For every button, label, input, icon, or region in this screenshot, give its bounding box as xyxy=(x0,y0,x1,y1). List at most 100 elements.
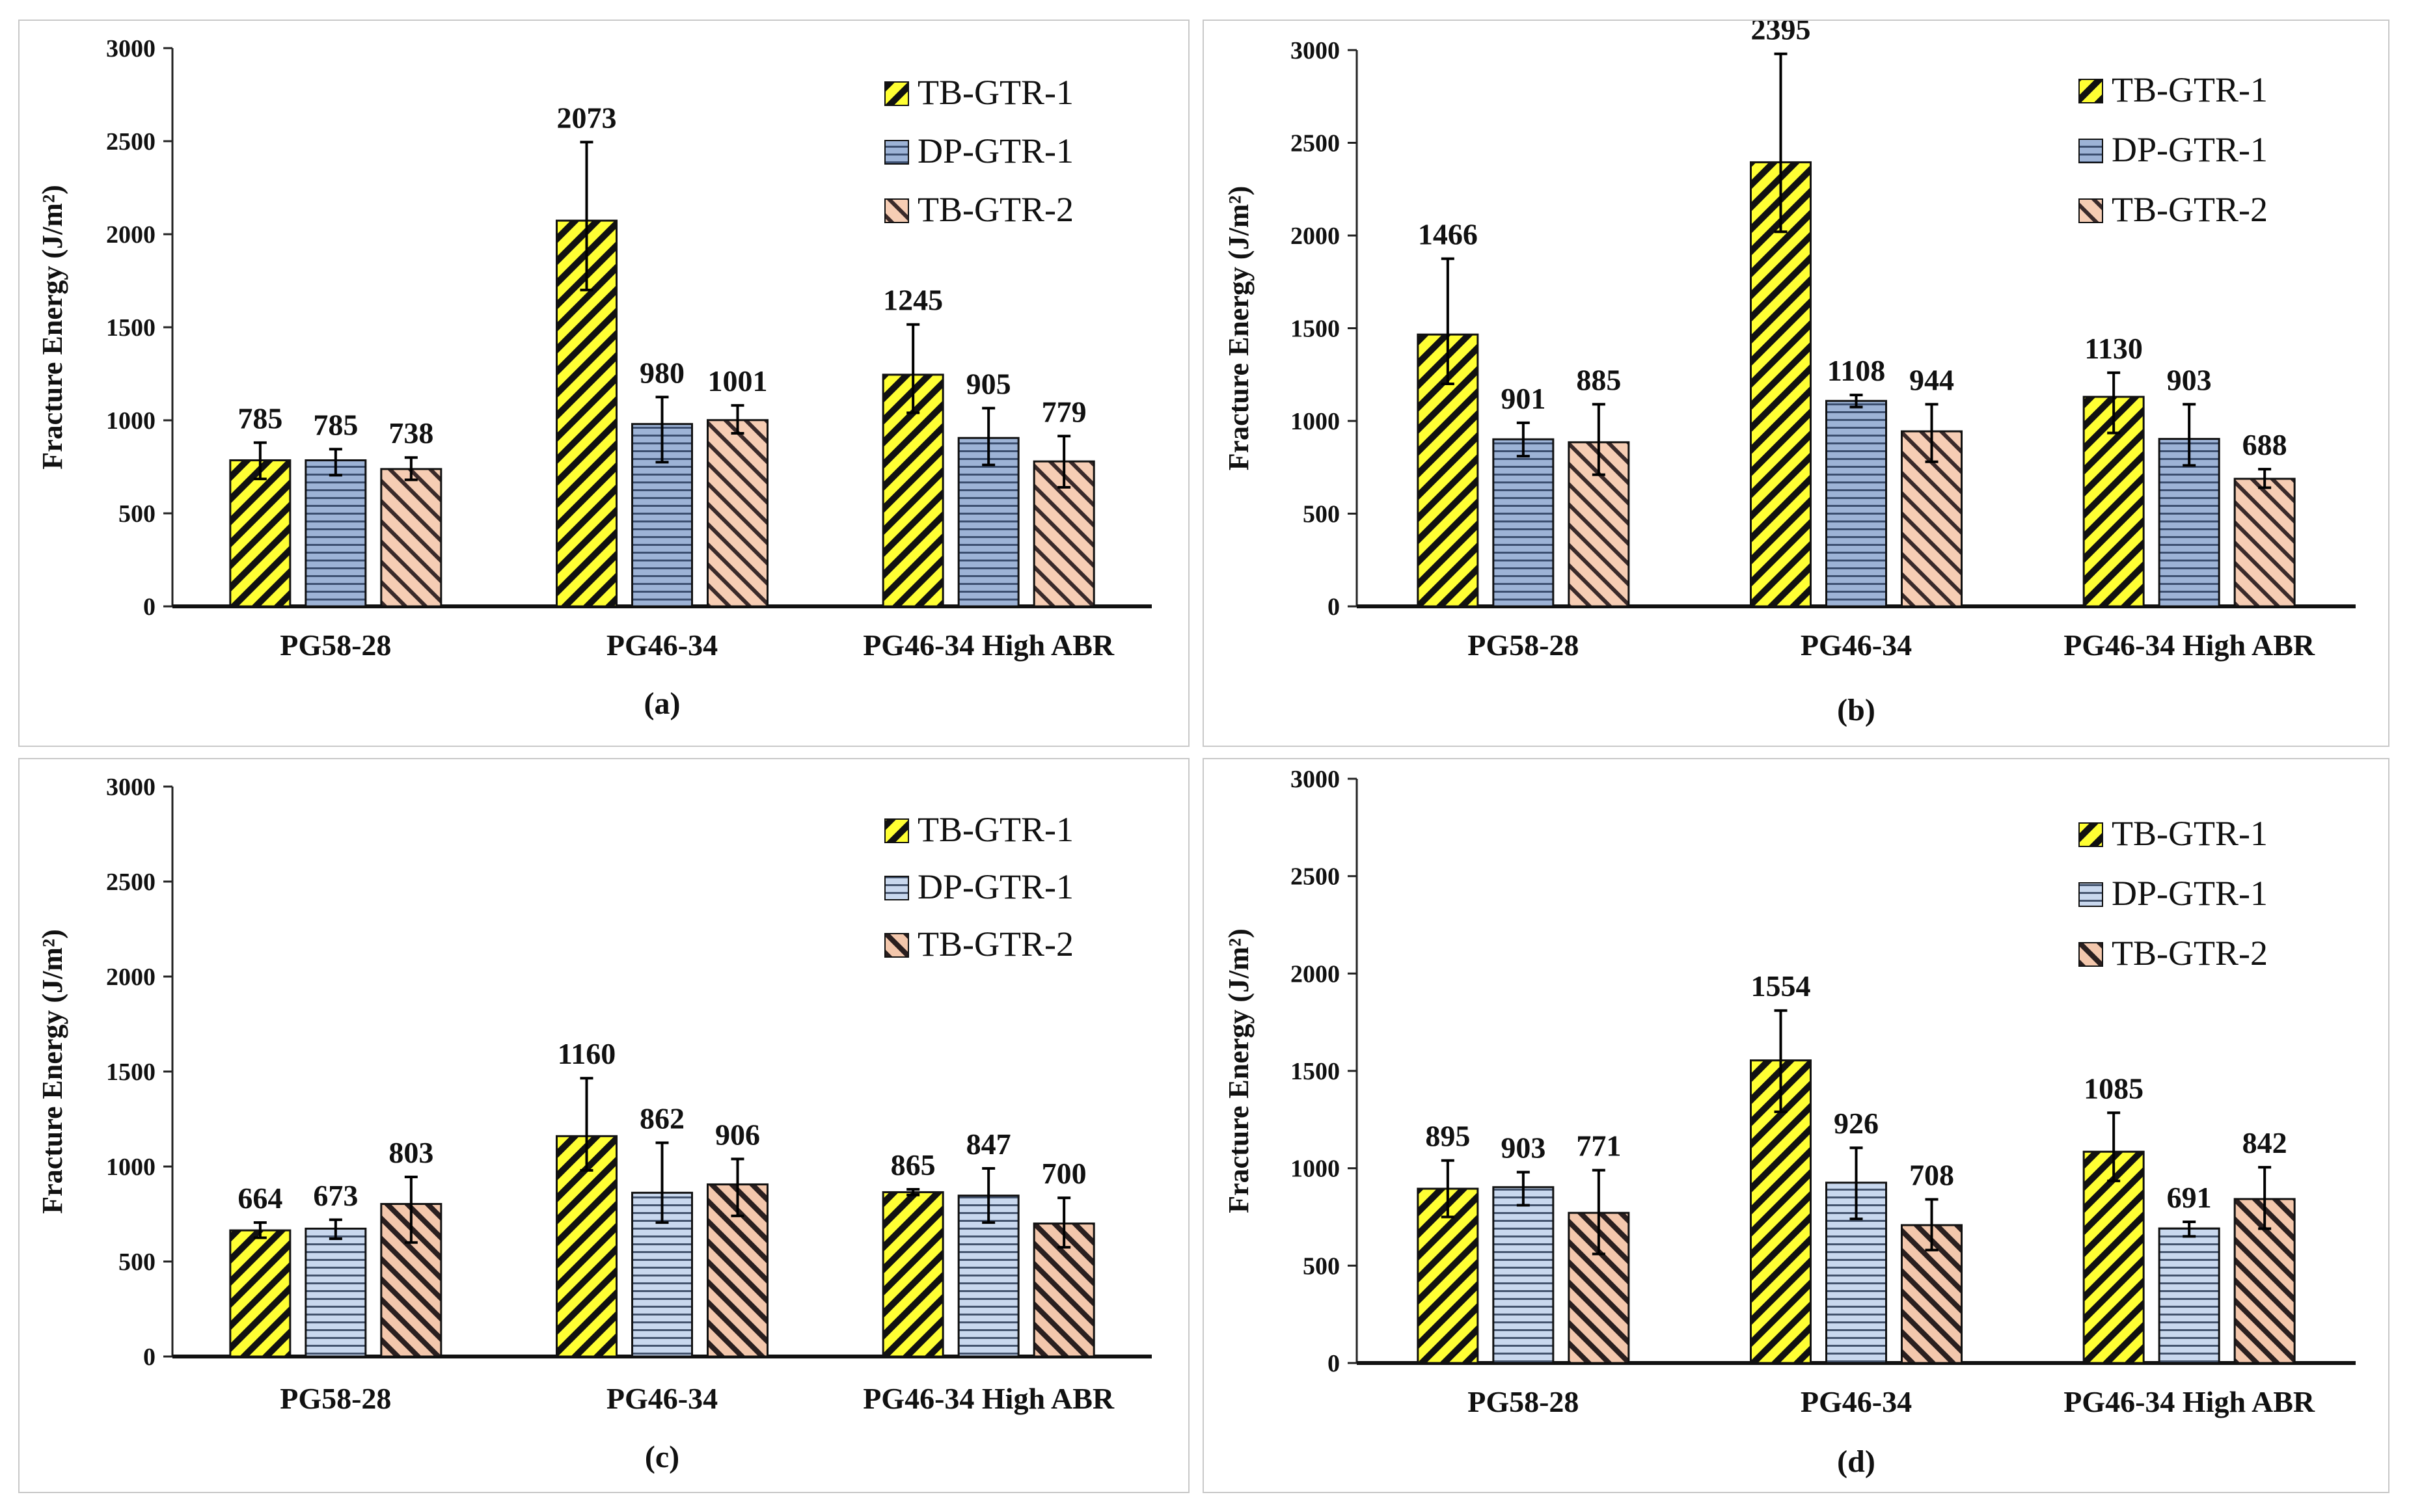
bar xyxy=(2158,438,2220,608)
bar xyxy=(380,468,442,608)
x-category-label: PG46-34 xyxy=(606,628,718,662)
data-label: 865 xyxy=(891,1148,936,1181)
legend-label: TB-GTR-1 xyxy=(2112,814,2268,853)
legend-swatch xyxy=(2078,882,2103,907)
legend-swatch xyxy=(884,876,909,900)
y-tick-label: 1500 xyxy=(1290,316,1340,343)
y-tick-label: 3000 xyxy=(1290,37,1340,64)
y-tick-label: 500 xyxy=(1303,501,1340,528)
bar xyxy=(305,459,367,608)
data-label: 738 xyxy=(388,416,433,450)
legend-swatch xyxy=(884,81,909,106)
data-label: 708 xyxy=(1909,1159,1954,1192)
data-label: 1108 xyxy=(1827,354,1885,387)
data-label: 771 xyxy=(1576,1129,1621,1163)
data-label: 1085 xyxy=(2084,1072,2144,1105)
data-label: 944 xyxy=(1909,363,1954,396)
y-tick-label: 0 xyxy=(143,1343,156,1371)
bar xyxy=(556,1135,618,1358)
legend-label: TB-GTR-1 xyxy=(918,73,1074,112)
data-label: 903 xyxy=(2167,363,2212,396)
data-label: 885 xyxy=(1576,363,1621,396)
data-label: 673 xyxy=(313,1179,358,1212)
chart-svg-b: 0 500 1000 1500 2000 2500 3000 Fracture Energy … xyxy=(1223,21,2356,727)
data-label: 903 xyxy=(1501,1131,1545,1165)
chart-panel-a: 0 500 1000 1500 2000 2500 3000 Fracture Energy … xyxy=(18,20,1190,747)
data-label: 1554 xyxy=(1751,969,1811,1003)
y-tick-label: 500 xyxy=(118,1249,156,1276)
data-label: 1160 xyxy=(558,1037,616,1070)
x-category-label: PG46-34 High ABR xyxy=(2063,1385,2315,1418)
x-category-label: PG58-28 xyxy=(280,1382,391,1415)
x-category-label: PG46-34 xyxy=(1801,628,1912,662)
chart-panel-b: 0 500 1000 1500 2000 2500 3000 Fracture Energy … xyxy=(1203,20,2389,747)
data-label: 895 xyxy=(1425,1120,1470,1153)
legend-label: DP-GTR-1 xyxy=(918,131,1074,170)
y-tick-label: 3000 xyxy=(106,774,156,801)
y-tick-label: 3000 xyxy=(1290,766,1340,793)
y-tick-label: 2000 xyxy=(1290,223,1340,250)
data-label: 1001 xyxy=(708,364,768,398)
data-label: 664 xyxy=(238,1181,282,1215)
panel-label: (a) xyxy=(644,686,681,721)
legend-swatch xyxy=(884,933,909,958)
data-label: 785 xyxy=(313,408,358,441)
y-tick-label: 1000 xyxy=(106,407,156,435)
y-tick-label: 2000 xyxy=(1290,960,1340,988)
bar xyxy=(707,1183,769,1358)
legend-swatch xyxy=(2078,139,2103,163)
x-category-label: PG46-34 High ABR xyxy=(863,628,1115,662)
legend-label: TB-GTR-2 xyxy=(918,190,1074,229)
data-label: 905 xyxy=(966,367,1011,400)
y-tick-label: 500 xyxy=(118,500,156,528)
legend-swatch xyxy=(2078,942,2103,967)
data-label: 842 xyxy=(2242,1126,2287,1159)
bar xyxy=(1492,438,1555,608)
x-category-label: PG46-34 xyxy=(1801,1385,1912,1418)
y-axis-title: Fracture Energy (J/m²) xyxy=(1223,186,1255,471)
chart-svg-d: 0 500 1000 1500 2000 2500 3000 Fracture Energy … xyxy=(1223,766,2356,1479)
y-tick-label: 0 xyxy=(1327,1350,1340,1377)
bar xyxy=(882,1191,944,1358)
legend-label: DP-GTR-1 xyxy=(2112,874,2268,913)
x-category-label: PG58-28 xyxy=(1467,1385,1579,1418)
y-tick-label: 1500 xyxy=(106,314,156,342)
y-tick-label: 2500 xyxy=(1290,130,1340,157)
bar xyxy=(2233,478,2296,608)
y-tick-label: 2500 xyxy=(106,128,156,155)
y-tick-label: 1000 xyxy=(1290,1155,1340,1183)
x-category-label: PG46-34 xyxy=(606,1382,718,1415)
data-label: 691 xyxy=(2167,1181,2212,1214)
legend-label: TB-GTR-2 xyxy=(918,925,1074,964)
bar xyxy=(305,1227,367,1358)
y-tick-label: 1500 xyxy=(1290,1058,1340,1085)
data-label: 906 xyxy=(715,1118,760,1151)
data-label: 1245 xyxy=(883,284,943,317)
data-label: 901 xyxy=(1501,382,1545,415)
legend-swatch xyxy=(884,140,909,165)
bar xyxy=(707,419,769,608)
bar xyxy=(1750,161,1812,608)
y-tick-label: 2500 xyxy=(106,869,156,896)
y-axis-title: Fracture Energy (J/m²) xyxy=(1223,928,1255,1213)
y-tick-label: 0 xyxy=(143,593,156,621)
y-tick-label: 1000 xyxy=(106,1154,156,1181)
y-tick-label: 2500 xyxy=(1290,863,1340,891)
y-axis-title: Fracture Energy (J/m²) xyxy=(36,185,68,470)
x-category-label: PG46-34 High ABR xyxy=(863,1382,1115,1415)
legend-swatch xyxy=(2078,822,2103,847)
legend-label: TB-GTR-1 xyxy=(2112,70,2268,109)
data-label: 700 xyxy=(1042,1157,1087,1190)
y-tick-label: 1500 xyxy=(106,1059,156,1086)
bar xyxy=(2082,1150,2145,1364)
bar xyxy=(1492,1186,1555,1364)
legend-label: DP-GTR-1 xyxy=(918,867,1074,906)
y-tick-label: 0 xyxy=(1327,593,1340,621)
legend-swatch xyxy=(884,198,909,223)
data-label: 980 xyxy=(640,356,685,389)
legend-label: TB-GTR-2 xyxy=(2112,934,2268,973)
data-label: 785 xyxy=(238,401,282,435)
bar xyxy=(229,1229,292,1358)
y-tick-label: 3000 xyxy=(106,35,156,62)
data-label: 1466 xyxy=(1418,218,1478,251)
